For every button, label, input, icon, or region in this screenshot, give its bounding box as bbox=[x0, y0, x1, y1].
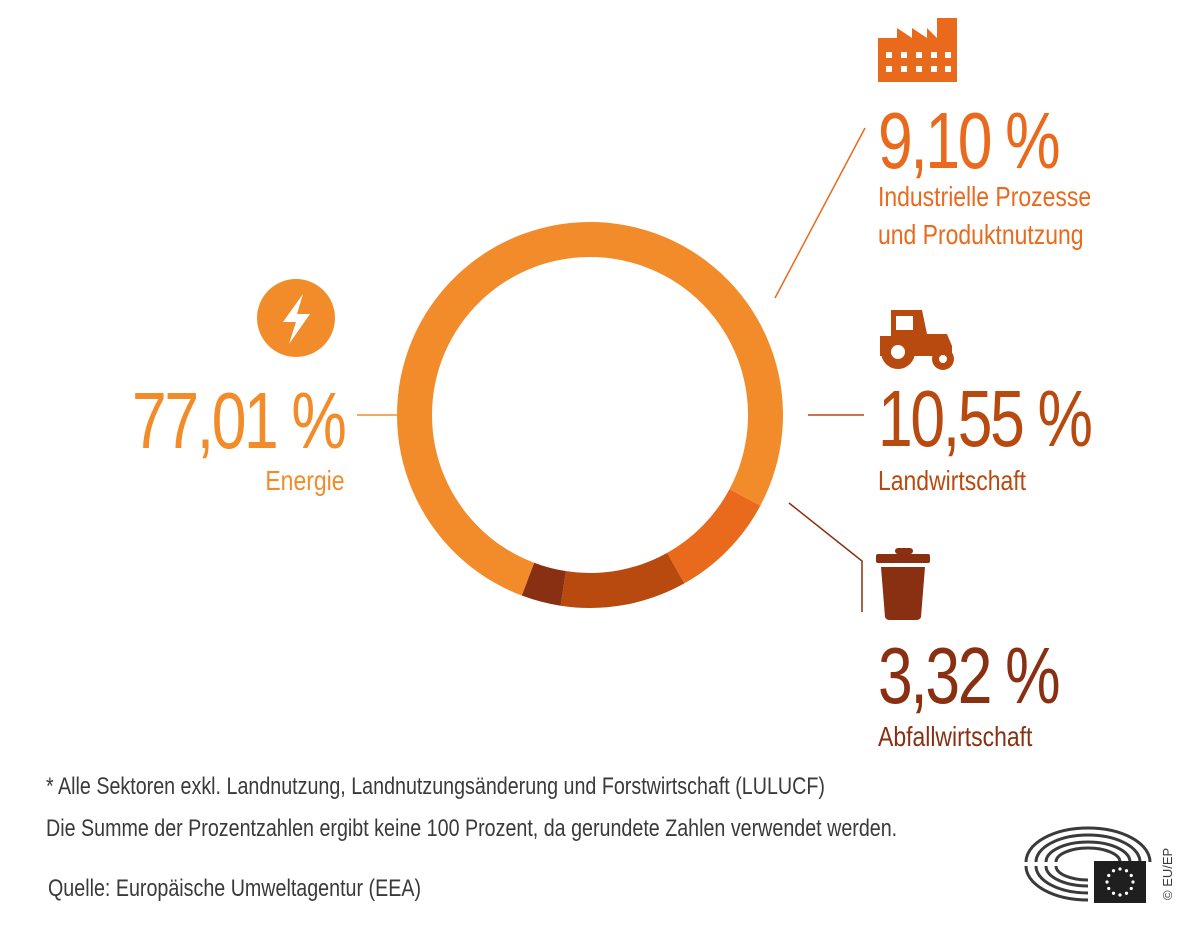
energy-percentage: 77,01 % bbox=[132, 376, 347, 465]
waste-percentage: 3,32 % bbox=[878, 631, 1061, 720]
waste-label: Abfallwirtschaft bbox=[878, 721, 1033, 752]
leader-line-industry bbox=[774, 127, 866, 299]
donut-slice-waste bbox=[521, 562, 566, 606]
eu-flag-stars bbox=[1105, 867, 1135, 897]
industry-label-line1: Industrielle Prozesse bbox=[878, 181, 1092, 212]
source-text: Quelle: Europäische Umweltagentur (EEA) bbox=[48, 875, 421, 902]
eu-star bbox=[1105, 880, 1109, 884]
eu-star bbox=[1124, 869, 1129, 873]
industry-percentage: 9,10 % bbox=[878, 96, 1061, 185]
footnote: * Alle Sektoren exkl. Landnutzung, Landn… bbox=[46, 773, 825, 800]
agriculture-label: Landwirtschaft bbox=[878, 465, 1027, 496]
leader-line-waste bbox=[788, 502, 863, 612]
eu-star bbox=[1124, 891, 1129, 895]
eu-star bbox=[1107, 886, 1111, 891]
energy-label: Energie bbox=[265, 465, 345, 496]
agriculture-percentage: 10,55 % bbox=[878, 374, 1093, 463]
eu-star bbox=[1111, 891, 1116, 895]
trash-can-icon bbox=[876, 548, 930, 620]
rounding-note: Die Summe der Prozentzahlen ergibt keine… bbox=[46, 815, 898, 842]
eu-star bbox=[1118, 867, 1122, 871]
lightning-icon bbox=[257, 279, 335, 357]
eu-star bbox=[1131, 880, 1135, 884]
donut-slice-agriculture bbox=[560, 552, 685, 608]
industry-label: Industrielle Prozesse und Produktnutzung bbox=[878, 178, 1200, 254]
donut-slice-industry bbox=[667, 489, 761, 584]
eu-star bbox=[1129, 873, 1133, 878]
donut-slices bbox=[397, 221, 783, 608]
factory-icon bbox=[878, 18, 957, 82]
copyright-text: © EU/EP bbox=[1160, 847, 1175, 900]
eu-star bbox=[1129, 886, 1133, 891]
european-parliament-logo bbox=[1024, 826, 1152, 903]
eu-star bbox=[1107, 873, 1111, 878]
tractor-icon bbox=[880, 310, 954, 370]
eu-star bbox=[1118, 893, 1122, 897]
eu-star bbox=[1111, 869, 1116, 873]
industry-label-line2: und Produktnutzung bbox=[878, 219, 1084, 250]
